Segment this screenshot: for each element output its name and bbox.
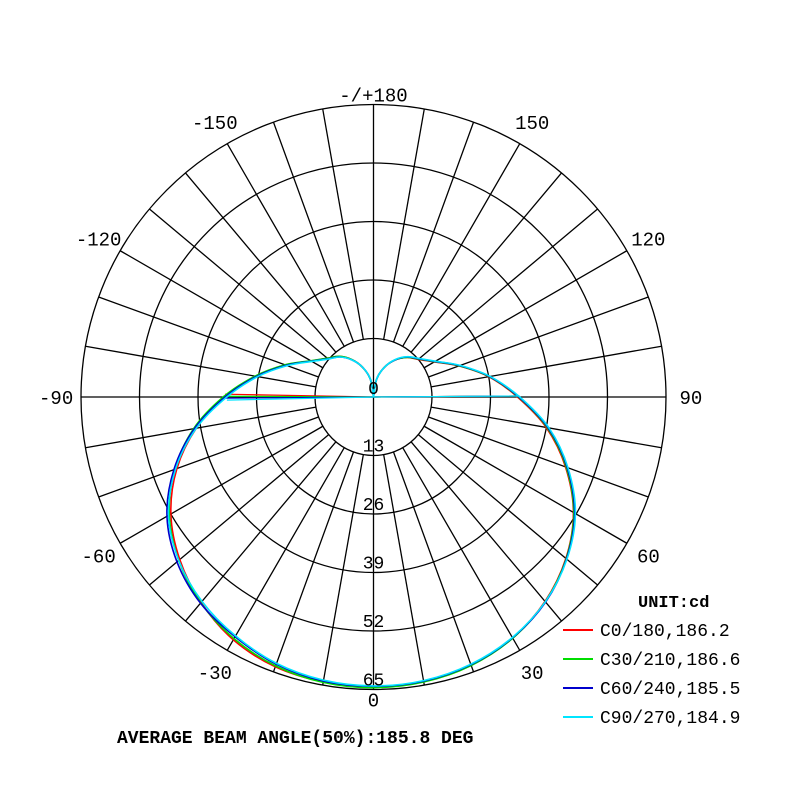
series-spike-left-3 — [226, 396, 374, 401]
angle-label: -/+180 — [339, 85, 407, 107]
angle-label: -150 — [192, 113, 238, 135]
grid-spoke — [410, 172, 563, 353]
legend-entry: C0/180,186.2 — [600, 622, 730, 642]
grid-spoke — [98, 416, 319, 498]
grid-spoke — [85, 345, 317, 388]
grid-spoke — [402, 447, 521, 651]
angle-label: 150 — [515, 113, 549, 135]
grid-spoke — [428, 416, 649, 498]
legend-entry: C60/240,185.5 — [600, 680, 740, 700]
grid-spoke — [226, 143, 345, 347]
grid-spoke — [184, 172, 337, 353]
radial-label: 52 — [363, 613, 385, 633]
grid-spoke — [383, 108, 425, 340]
grid-spoke — [119, 425, 324, 544]
grid-spoke — [149, 208, 330, 360]
polar-grid — [80, 103, 667, 691]
angle-labels: -/+180 150 120 90 60 30 0 -30 -60 -90 -120 -150 — [39, 85, 702, 712]
grid-spoke — [430, 345, 662, 388]
grid-spoke — [85, 406, 317, 449]
grid-spoke — [417, 434, 598, 586]
grid-spoke — [423, 250, 628, 369]
radial-label: 13 — [363, 438, 385, 458]
grid-spoke — [392, 121, 475, 343]
legend-entry: C90/270,184.9 — [600, 709, 740, 729]
radial-label: 39 — [363, 555, 385, 575]
angle-label: -30 — [198, 663, 232, 685]
angle-label: 0 — [368, 691, 379, 713]
unit-label: UNIT:cd — [638, 594, 709, 613]
radial-label: 65 — [363, 672, 385, 692]
radial-label: 0 — [368, 380, 379, 400]
angle-label: -60 — [82, 547, 116, 569]
radial-label: 26 — [363, 496, 385, 516]
legend: UNIT:cd C0/180,186.2 C30/210,186.6 C60/240… — [563, 594, 740, 729]
legend-entry: C30/210,186.6 — [600, 651, 740, 671]
angle-label: 120 — [631, 229, 665, 251]
beam-angle-footer: AVERAGE BEAM ANGLE(50%):185.8 DEG — [117, 729, 473, 749]
grid-spoke — [428, 296, 649, 378]
series-curve-3 — [167, 355, 577, 687]
grid-spoke — [149, 434, 330, 586]
grid-spoke — [272, 121, 355, 343]
intensity-curves — [166, 355, 577, 689]
grid-spoke — [383, 454, 425, 686]
grid-spoke — [272, 451, 355, 673]
angle-label: 60 — [637, 547, 660, 569]
grid-spoke — [410, 441, 563, 622]
grid-spoke — [119, 250, 324, 369]
grid-spoke — [392, 451, 475, 673]
grid-spoke — [423, 425, 628, 544]
grid-spoke — [226, 447, 345, 651]
angle-label: 90 — [679, 388, 702, 410]
grid-spoke — [402, 143, 521, 347]
grid-spoke — [98, 296, 319, 378]
series-spike-right-3 — [373, 395, 520, 398]
angle-label: -90 — [39, 388, 73, 410]
grid-spoke — [417, 208, 598, 360]
grid-spoke — [322, 454, 364, 686]
angle-label: 30 — [521, 663, 544, 685]
grid-spoke — [184, 441, 337, 622]
angle-label: -120 — [76, 229, 122, 251]
radial-labels: 0 13 26 39 52 65 — [363, 380, 385, 692]
grid-spoke — [322, 108, 364, 340]
